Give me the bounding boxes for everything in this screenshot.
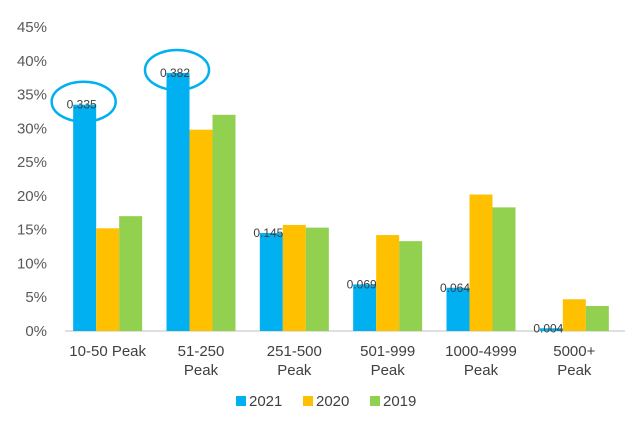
y-tick-label: 35% — [17, 87, 47, 104]
data-label: 0.382 — [160, 66, 190, 80]
bar-2019 — [119, 216, 143, 331]
x-category-label: 10-50 Peak — [69, 343, 146, 360]
data-label: 0.069 — [347, 277, 377, 291]
y-tick-label: 0% — [25, 323, 47, 340]
data-label: 0.064 — [440, 281, 470, 295]
x-category-label: Peak — [557, 362, 592, 379]
x-category-label: Peak — [371, 362, 406, 379]
x-category-label: Peak — [464, 362, 499, 379]
bar-2020 — [376, 235, 400, 331]
bar-2020 — [189, 129, 213, 331]
y-tick-label: 40% — [17, 53, 47, 70]
highlight-ellipse — [50, 80, 117, 123]
data-label: 0.004 — [533, 321, 563, 335]
x-category-label: Peak — [184, 362, 219, 379]
y-tick-label: 5% — [25, 289, 47, 306]
bar-2021 — [353, 284, 377, 331]
legend-label: 2019 — [383, 393, 416, 410]
bar-2019 — [492, 207, 516, 331]
x-category-label: 501-999 — [360, 343, 415, 360]
bar-2021 — [73, 104, 97, 331]
legend-swatch-2021 — [236, 396, 246, 406]
bar-2019 — [305, 227, 329, 331]
bar-2021 — [539, 328, 563, 331]
y-tick-label: 30% — [17, 120, 47, 137]
x-category-label: 5000+ — [553, 343, 595, 360]
bar-2019 — [585, 306, 609, 331]
legend-label: 2020 — [316, 393, 349, 410]
legend-swatch-2019 — [370, 396, 380, 406]
bar-2020 — [282, 224, 306, 331]
y-tick-label: 20% — [17, 188, 47, 205]
x-category-label: 251-500 — [267, 343, 322, 360]
data-label: 0.335 — [67, 98, 97, 112]
legend-label: 2021 — [249, 393, 282, 410]
bar-2021 — [446, 287, 470, 331]
x-category-label: 1000-4999 — [445, 343, 517, 360]
bar-2021 — [259, 233, 283, 331]
y-tick-label: 10% — [17, 255, 47, 272]
x-category-label: 51-250 — [178, 343, 225, 360]
bar-2019 — [399, 241, 423, 331]
legend-swatch-2020 — [303, 396, 313, 406]
bar-2021 — [166, 72, 190, 331]
y-tick-label: 45% — [17, 19, 47, 36]
highlight-ellipse — [143, 48, 211, 92]
y-tick-label: 25% — [17, 154, 47, 171]
bar-2019 — [212, 114, 236, 331]
bar-2020 — [96, 228, 120, 331]
data-label: 0.145 — [253, 226, 283, 240]
bar-2020 — [469, 194, 493, 331]
y-tick-label: 15% — [17, 222, 47, 239]
x-category-label: Peak — [277, 362, 312, 379]
bar-2020 — [562, 299, 586, 331]
